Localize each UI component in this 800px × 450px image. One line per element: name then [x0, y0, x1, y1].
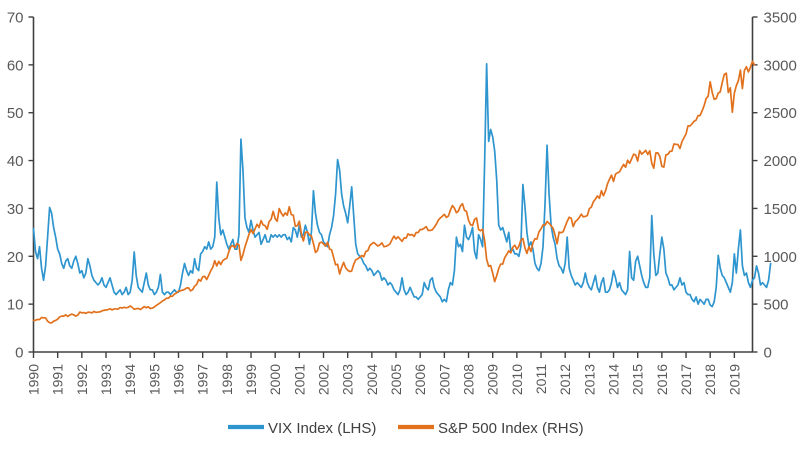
- x-axis-tick-label: 1998: [219, 364, 235, 395]
- series-line-vix: [32, 63, 772, 308]
- x-axis-tick-label: 2015: [630, 364, 646, 395]
- x-axis-tick-label: 1990: [26, 364, 42, 395]
- x-axis-tick-label: 1997: [195, 364, 211, 395]
- x-axis-tick-label: 2000: [267, 364, 283, 395]
- x-axis-tick-label: 2006: [412, 364, 428, 395]
- x-axis-tick-label: 2007: [436, 364, 452, 395]
- x-axis-tick-label: 2014: [606, 364, 622, 395]
- y-right-tick-label: 2000: [764, 153, 797, 170]
- legend-label-sp500: S&P 500 Index (RHS): [438, 420, 584, 437]
- x-axis-tick-label: 2008: [461, 364, 477, 395]
- x-axis-tick-label: 2018: [702, 364, 718, 395]
- x-axis-tick-label: 2004: [364, 364, 380, 395]
- y-right-tick-label: 2500: [764, 105, 797, 122]
- x-axis-tick-label: 1994: [122, 364, 138, 395]
- y-left-tick-label: 30: [7, 201, 24, 218]
- x-axis-tick-label: 2003: [340, 364, 356, 395]
- y-right-tick-label: 3000: [764, 57, 797, 74]
- x-axis-tick-label: 2010: [509, 364, 525, 395]
- y-left-tick-label: 10: [7, 297, 24, 314]
- y-left-tick-label: 0: [15, 345, 23, 362]
- y-axis-left: 0 10 20 30 40 50 60 70: [7, 10, 35, 362]
- x-axis-tick-label: 2016: [654, 364, 670, 395]
- x-axis-tick-label: 2013: [581, 364, 597, 395]
- x-axis-tick-label: 2002: [316, 364, 332, 395]
- x-axis-tick-label: 2009: [485, 364, 501, 395]
- x-axis: 1990 1991 1992 1993 1994 1995 1996 1997 1998 1999…: [26, 351, 753, 395]
- x-axis-tick-label: 2012: [557, 364, 573, 395]
- y-left-tick-label: 40: [7, 153, 24, 170]
- y-left-tick-label: 70: [7, 10, 24, 27]
- x-axis-tick-label: 1992: [74, 364, 90, 395]
- y-right-tick-label: 0: [764, 345, 772, 362]
- y-left-tick-label: 60: [7, 57, 24, 74]
- x-axis-tick-label: 1996: [171, 364, 187, 395]
- chart-legend: VIX Index (LHS) S&P 500 Index (RHS): [228, 420, 584, 437]
- y-right-tick-label: 3500: [764, 10, 797, 27]
- y-left-tick-label: 50: [7, 105, 24, 122]
- x-axis-tick-label: 2017: [678, 364, 694, 395]
- x-axis-tick-label: 2011: [533, 364, 549, 394]
- y-left-tick-label: 20: [7, 249, 24, 266]
- x-axis-tick-label: 2001: [291, 364, 307, 395]
- x-axis-tick-label: 2005: [388, 364, 404, 395]
- y-right-tick-label: 1000: [764, 249, 797, 266]
- legend-label-vix: VIX Index (LHS): [268, 420, 376, 437]
- y-right-tick-label: 500: [764, 297, 789, 314]
- y-axis-right: 0 500 1000 1500 2000 2500 3000 3500: [751, 10, 797, 362]
- y-right-tick-label: 1500: [764, 201, 797, 218]
- x-axis-tick-label: 1991: [50, 364, 66, 395]
- x-axis-tick-label: 2019: [726, 364, 742, 395]
- x-axis-tick-label: 1999: [243, 364, 259, 395]
- series-line-sp500: [32, 60, 756, 324]
- x-axis-tick-label: 1993: [98, 364, 114, 395]
- x-axis-tick-label: 1995: [146, 364, 162, 395]
- series-lines: [32, 60, 772, 324]
